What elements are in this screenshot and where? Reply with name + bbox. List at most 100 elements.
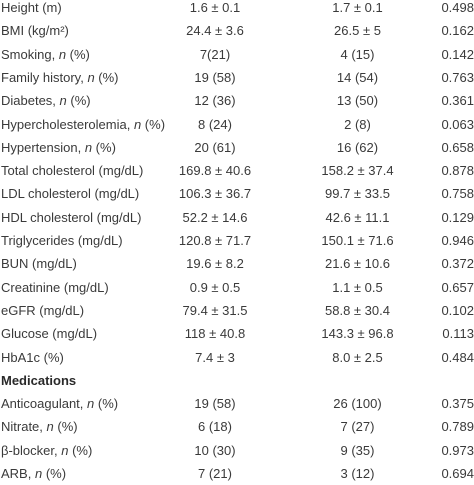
row-label-italic: n	[59, 93, 67, 109]
group2-value: 13 (50)	[336, 93, 379, 109]
group1-value: 8 (24)	[198, 116, 232, 132]
p-value: 0.758	[441, 186, 474, 202]
group2-value: 150.1 ± 71.6	[321, 233, 394, 248]
p-value: 0.063	[441, 116, 474, 132]
table-row: Smoking, n (%) 7(21) 4 (15) 0.142	[0, 44, 474, 66]
row-label: LDL cholesterol (mg/dL)	[1, 183, 139, 205]
table-row: Nitrate, n (%) 6 (18) 7 (27) 0.789	[0, 416, 474, 438]
group2-value: 3 (12)	[340, 466, 375, 481]
table-row: Diabetes, n (%) 12 (36) 13 (50) 0.361	[0, 90, 474, 112]
row-label-text: Glucose (mg/dL)	[1, 326, 98, 342]
table-row: HbA1c (%) 7.4 ± 3 8.0 ± 2.5 0.484	[0, 347, 474, 369]
row-label-text: Smoking,	[1, 46, 59, 62]
row-label-italic: n	[46, 419, 54, 435]
table-row: BMI (kg/m²) 24.4 ± 3.6 26.5 ± 5 0.162	[0, 20, 474, 42]
row-label: Triglycerides (mg/dL)	[1, 230, 123, 252]
row-label: ARB, n (%)	[1, 463, 66, 485]
group2-value: 9 (35)	[340, 442, 375, 458]
group1-value: 118 ± 40.8	[184, 326, 246, 342]
row-label: Hypercholesterolemia, n (%)	[1, 114, 165, 136]
group1-value: 7.4 ± 3	[195, 349, 235, 365]
row-label-suffix: (%)	[68, 442, 93, 458]
row-label-text: HbA1c (%)	[1, 349, 64, 365]
group2-value: 7 (27)	[340, 419, 375, 435]
group1-value: 7(21)	[199, 46, 231, 62]
group1-value: 169.8 ± 40.6	[178, 163, 252, 179]
p-value: 0.102	[441, 302, 474, 318]
table-row: β-blocker, n (%) 10 (30) 9 (35) 0.973	[0, 440, 474, 462]
group1-value: 20 (61)	[194, 139, 236, 155]
group2-value: 1.7 ± 0.1	[332, 0, 383, 15]
p-value: 0.694	[441, 466, 474, 481]
table-row: BUN (mg/dL) 19.6 ± 8.2 21.6 ± 10.6 0.372	[0, 253, 474, 275]
table-row: Triglycerides (mg/dL) 120.8 ± 71.7 150.1 ±…	[0, 230, 474, 252]
table-row: eGFR (mg/dL) 79.4 ± 31.5 58.8 ± 30.4 0.102	[0, 300, 474, 322]
row-label: Height (m)	[1, 0, 62, 19]
row-label: Glucose (mg/dL)	[1, 323, 97, 345]
row-label-text: Hypercholesterolemia,	[1, 116, 134, 132]
group1-value: 10 (30)	[194, 442, 236, 458]
row-label-text: eGFR (mg/dL)	[1, 302, 85, 318]
section-header-label: Medications	[1, 370, 76, 392]
group1-value: 106.3 ± 36.7	[178, 186, 252, 202]
row-label: Smoking, n (%)	[1, 44, 90, 66]
p-value: 0.129	[441, 209, 474, 225]
row-label-italic: n	[87, 69, 95, 85]
row-label: Diabetes, n (%)	[1, 90, 91, 112]
row-label-text: Diabetes,	[1, 93, 60, 109]
table-row: Hypertension, n (%) 20 (61) 16 (62) 0.658	[0, 137, 474, 159]
group2-value: 16 (62)	[336, 139, 379, 155]
row-label-suffix: (%)	[66, 46, 90, 62]
row-label-text: Height (m)	[1, 0, 62, 15]
row-label-suffix: (%)	[141, 116, 166, 132]
group2-value: 42.6 ± 11.1	[325, 209, 390, 225]
table-row: Glucose (mg/dL) 118 ± 40.8 143.3 ± 96.8 0.1…	[0, 323, 474, 345]
row-label: BMI (kg/m²)	[1, 20, 69, 42]
group1-value: 52.2 ± 14.6	[182, 209, 248, 225]
group1-value: 0.9 ± 0.5	[189, 279, 241, 295]
p-value: 0.113	[442, 326, 474, 342]
p-value: 0.789	[441, 419, 474, 435]
group2-value: 26.5 ± 5	[334, 23, 381, 39]
group2-value: 58.8 ± 30.4	[325, 302, 390, 318]
row-label-text: Triglycerides (mg/dL)	[1, 233, 123, 248]
row-label-text: HDL cholesterol (mg/dL)	[1, 209, 142, 225]
row-label: HbA1c (%)	[1, 347, 64, 369]
group1-value: 6 (18)	[198, 419, 232, 435]
p-value: 0.658	[441, 139, 474, 155]
table-row: ARB, n (%) 7 (21) 3 (12) 0.694	[0, 463, 474, 485]
row-label-text: Anticoagulant,	[1, 396, 88, 412]
table-row: HDL cholesterol (mg/dL) 52.2 ± 14.6 42.6 ±…	[0, 207, 474, 229]
p-value: 0.375	[441, 396, 474, 412]
group2-value: 21.6 ± 10.6	[325, 256, 390, 272]
p-value: 0.763	[441, 69, 474, 85]
row-label: Family history, n (%)	[1, 67, 119, 89]
row-label-suffix: (%)	[66, 93, 91, 109]
row-label-text: Medications	[1, 372, 77, 388]
group1-value: 7 (21)	[198, 466, 232, 481]
p-value: 0.484	[441, 349, 474, 365]
group2-value: 8.0 ± 2.5	[332, 349, 383, 365]
p-value: 0.878	[441, 163, 474, 179]
group2-value: 26 (100)	[333, 396, 382, 412]
row-label-text: LDL cholesterol (mg/dL)	[1, 186, 140, 202]
row-label: BUN (mg/dL)	[1, 253, 77, 275]
row-label-text: BMI (kg/m²)	[1, 23, 69, 39]
row-label: Hypertension, n (%)	[1, 137, 116, 159]
row-label-suffix: (%)	[53, 419, 78, 435]
row-label: Creatinine (mg/dL)	[1, 277, 109, 299]
row-label-suffix: (%)	[94, 396, 119, 412]
group1-value: 24.4 ± 3.6	[186, 23, 244, 39]
row-label: Nitrate, n (%)	[1, 416, 78, 438]
table-row: Anticoagulant, n (%) 19 (58) 26 (100) 0.375	[0, 393, 474, 415]
row-label-text: Creatinine (mg/dL)	[1, 279, 109, 295]
row-label-italic: n	[58, 46, 67, 62]
group2-value: 4 (15)	[340, 46, 375, 62]
group2-value: 143.3 ± 96.8	[321, 326, 394, 342]
table-row: LDL cholesterol (mg/dL) 106.3 ± 36.7 99.7 …	[0, 183, 474, 205]
row-label-italic: n	[133, 116, 142, 132]
group1-value: 79.4 ± 31.5	[182, 302, 248, 318]
row-label-italic: n	[87, 396, 95, 412]
row-label: Total cholesterol (mg/dL)	[1, 160, 143, 182]
p-value: 0.162	[441, 23, 474, 39]
